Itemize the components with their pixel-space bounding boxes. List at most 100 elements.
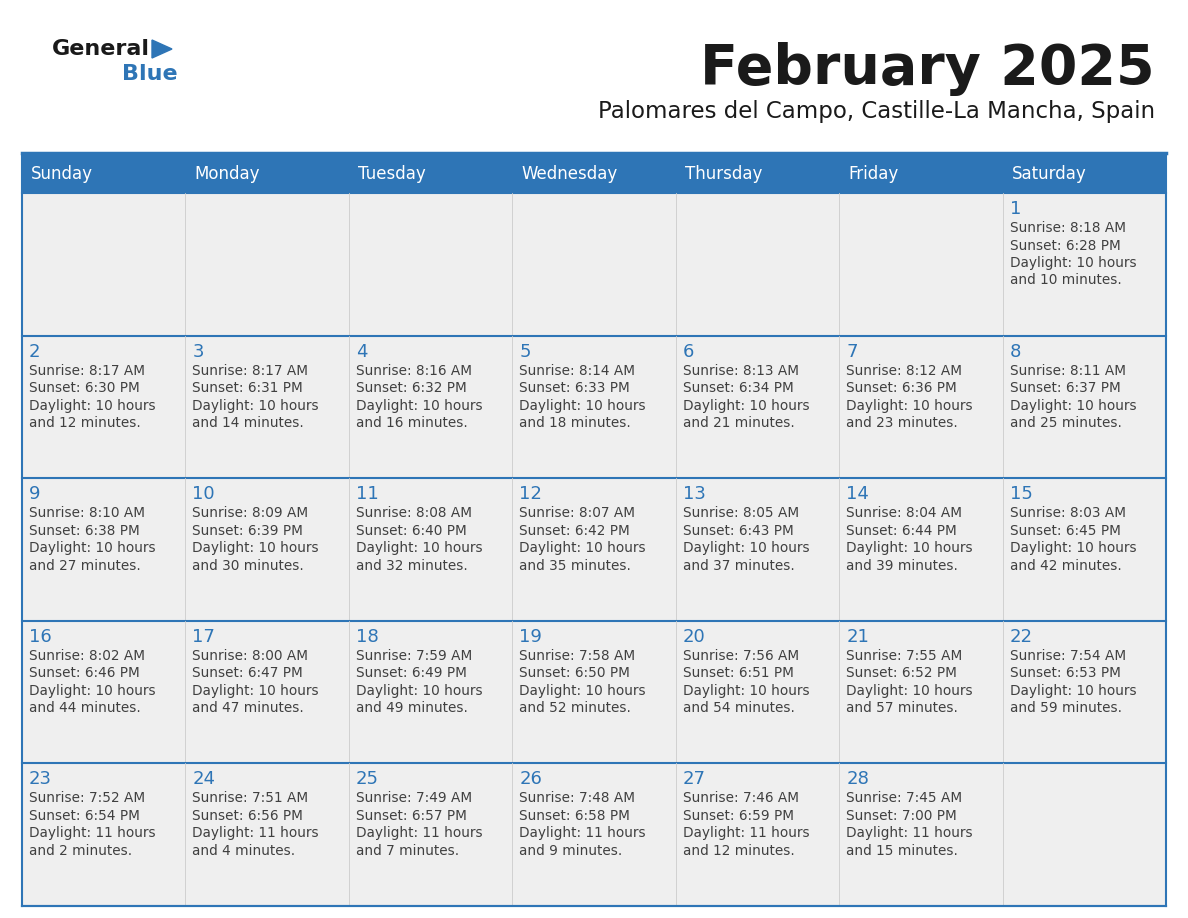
Text: and 35 minutes.: and 35 minutes. xyxy=(519,559,631,573)
Text: Sunrise: 8:02 AM: Sunrise: 8:02 AM xyxy=(29,649,145,663)
Text: 13: 13 xyxy=(683,486,706,503)
Bar xyxy=(23,764,185,906)
Text: Sunset: 6:32 PM: Sunset: 6:32 PM xyxy=(356,381,467,395)
Bar xyxy=(1003,478,1165,621)
Bar xyxy=(1003,621,1165,764)
Bar xyxy=(839,764,1003,906)
Text: Sunset: 6:45 PM: Sunset: 6:45 PM xyxy=(1010,523,1120,538)
Text: and 12 minutes.: and 12 minutes. xyxy=(29,416,140,431)
Text: Sunrise: 8:13 AM: Sunrise: 8:13 AM xyxy=(683,364,798,377)
Text: Sunset: 6:53 PM: Sunset: 6:53 PM xyxy=(1010,666,1120,680)
Text: Daylight: 10 hours: Daylight: 10 hours xyxy=(356,684,482,698)
Text: Sunrise: 8:10 AM: Sunrise: 8:10 AM xyxy=(29,506,145,521)
Bar xyxy=(349,193,512,336)
Bar xyxy=(185,478,349,621)
Text: Sunset: 6:44 PM: Sunset: 6:44 PM xyxy=(846,523,956,538)
Text: Daylight: 10 hours: Daylight: 10 hours xyxy=(192,684,320,698)
Text: Sunrise: 7:49 AM: Sunrise: 7:49 AM xyxy=(356,791,472,805)
Text: Daylight: 10 hours: Daylight: 10 hours xyxy=(29,684,156,698)
Text: 21: 21 xyxy=(846,628,868,645)
Text: General: General xyxy=(52,39,150,59)
Text: Sunset: 6:33 PM: Sunset: 6:33 PM xyxy=(519,381,630,395)
Text: Daylight: 11 hours: Daylight: 11 hours xyxy=(29,826,156,840)
Text: Daylight: 10 hours: Daylight: 10 hours xyxy=(519,398,646,412)
Text: 20: 20 xyxy=(683,628,706,645)
Text: Daylight: 10 hours: Daylight: 10 hours xyxy=(1010,684,1136,698)
Text: and 37 minutes.: and 37 minutes. xyxy=(683,559,795,573)
Text: Sunrise: 8:14 AM: Sunrise: 8:14 AM xyxy=(519,364,636,377)
Text: Daylight: 10 hours: Daylight: 10 hours xyxy=(1010,256,1136,270)
Text: Sunrise: 8:00 AM: Sunrise: 8:00 AM xyxy=(192,649,309,663)
Bar xyxy=(349,764,512,906)
Text: Sunrise: 8:09 AM: Sunrise: 8:09 AM xyxy=(192,506,309,521)
Text: and 39 minutes.: and 39 minutes. xyxy=(846,559,958,573)
Bar xyxy=(512,478,676,621)
Text: and 21 minutes.: and 21 minutes. xyxy=(683,416,795,431)
Bar xyxy=(512,764,676,906)
Text: and 16 minutes.: and 16 minutes. xyxy=(356,416,468,431)
Text: Sunset: 6:37 PM: Sunset: 6:37 PM xyxy=(1010,381,1120,395)
Text: Sunset: 6:30 PM: Sunset: 6:30 PM xyxy=(29,381,140,395)
Bar xyxy=(349,478,512,621)
Text: Sunrise: 8:18 AM: Sunrise: 8:18 AM xyxy=(1010,221,1125,235)
Bar xyxy=(676,336,839,478)
Text: 12: 12 xyxy=(519,486,542,503)
Text: Sunrise: 8:08 AM: Sunrise: 8:08 AM xyxy=(356,506,472,521)
Text: Daylight: 11 hours: Daylight: 11 hours xyxy=(519,826,646,840)
Text: Sunset: 6:52 PM: Sunset: 6:52 PM xyxy=(846,666,958,680)
Text: Tuesday: Tuesday xyxy=(358,165,425,183)
Text: and 4 minutes.: and 4 minutes. xyxy=(192,844,296,858)
Bar xyxy=(185,764,349,906)
Bar xyxy=(185,621,349,764)
Text: Daylight: 10 hours: Daylight: 10 hours xyxy=(29,542,156,555)
Text: 2: 2 xyxy=(29,342,40,361)
Bar xyxy=(1003,193,1165,336)
Text: Sunset: 6:58 PM: Sunset: 6:58 PM xyxy=(519,809,630,823)
Bar xyxy=(676,764,839,906)
Text: Sunrise: 7:52 AM: Sunrise: 7:52 AM xyxy=(29,791,145,805)
Text: Daylight: 10 hours: Daylight: 10 hours xyxy=(1010,542,1136,555)
Text: Daylight: 10 hours: Daylight: 10 hours xyxy=(29,398,156,412)
Text: Sunset: 6:36 PM: Sunset: 6:36 PM xyxy=(846,381,956,395)
Text: Daylight: 10 hours: Daylight: 10 hours xyxy=(1010,398,1136,412)
Text: Daylight: 10 hours: Daylight: 10 hours xyxy=(846,684,973,698)
Text: and 2 minutes.: and 2 minutes. xyxy=(29,844,132,858)
Text: Sunset: 6:40 PM: Sunset: 6:40 PM xyxy=(356,523,467,538)
Text: Sunrise: 7:56 AM: Sunrise: 7:56 AM xyxy=(683,649,798,663)
Text: and 49 minutes.: and 49 minutes. xyxy=(356,701,468,715)
Bar xyxy=(349,155,512,193)
Bar xyxy=(676,155,839,193)
Bar xyxy=(676,478,839,621)
Text: and 12 minutes.: and 12 minutes. xyxy=(683,844,795,858)
Text: Daylight: 11 hours: Daylight: 11 hours xyxy=(846,826,973,840)
Text: 4: 4 xyxy=(356,342,367,361)
Text: Sunset: 6:50 PM: Sunset: 6:50 PM xyxy=(519,666,630,680)
Text: and 54 minutes.: and 54 minutes. xyxy=(683,701,795,715)
Text: Sunset: 6:42 PM: Sunset: 6:42 PM xyxy=(519,523,630,538)
Text: Sunrise: 7:59 AM: Sunrise: 7:59 AM xyxy=(356,649,472,663)
Text: 28: 28 xyxy=(846,770,868,789)
Text: Sunrise: 7:58 AM: Sunrise: 7:58 AM xyxy=(519,649,636,663)
Bar xyxy=(23,336,185,478)
Text: and 47 minutes.: and 47 minutes. xyxy=(192,701,304,715)
Text: Sunset: 6:54 PM: Sunset: 6:54 PM xyxy=(29,809,140,823)
Bar xyxy=(512,193,676,336)
Text: 22: 22 xyxy=(1010,628,1032,645)
Text: Sunrise: 7:55 AM: Sunrise: 7:55 AM xyxy=(846,649,962,663)
Text: Sunrise: 7:51 AM: Sunrise: 7:51 AM xyxy=(192,791,309,805)
Text: Daylight: 10 hours: Daylight: 10 hours xyxy=(519,684,646,698)
Text: Daylight: 10 hours: Daylight: 10 hours xyxy=(683,542,809,555)
Text: Sunset: 6:39 PM: Sunset: 6:39 PM xyxy=(192,523,303,538)
Text: Sunrise: 8:07 AM: Sunrise: 8:07 AM xyxy=(519,506,636,521)
Text: and 27 minutes.: and 27 minutes. xyxy=(29,559,140,573)
Polygon shape xyxy=(152,40,172,58)
Text: 16: 16 xyxy=(29,628,52,645)
Text: Sunset: 6:51 PM: Sunset: 6:51 PM xyxy=(683,666,794,680)
Bar xyxy=(839,193,1003,336)
Text: Daylight: 10 hours: Daylight: 10 hours xyxy=(356,398,482,412)
Text: Sunrise: 8:05 AM: Sunrise: 8:05 AM xyxy=(683,506,798,521)
Text: Monday: Monday xyxy=(195,165,260,183)
Text: Sunday: Sunday xyxy=(31,165,93,183)
Bar xyxy=(512,621,676,764)
Text: 3: 3 xyxy=(192,342,204,361)
